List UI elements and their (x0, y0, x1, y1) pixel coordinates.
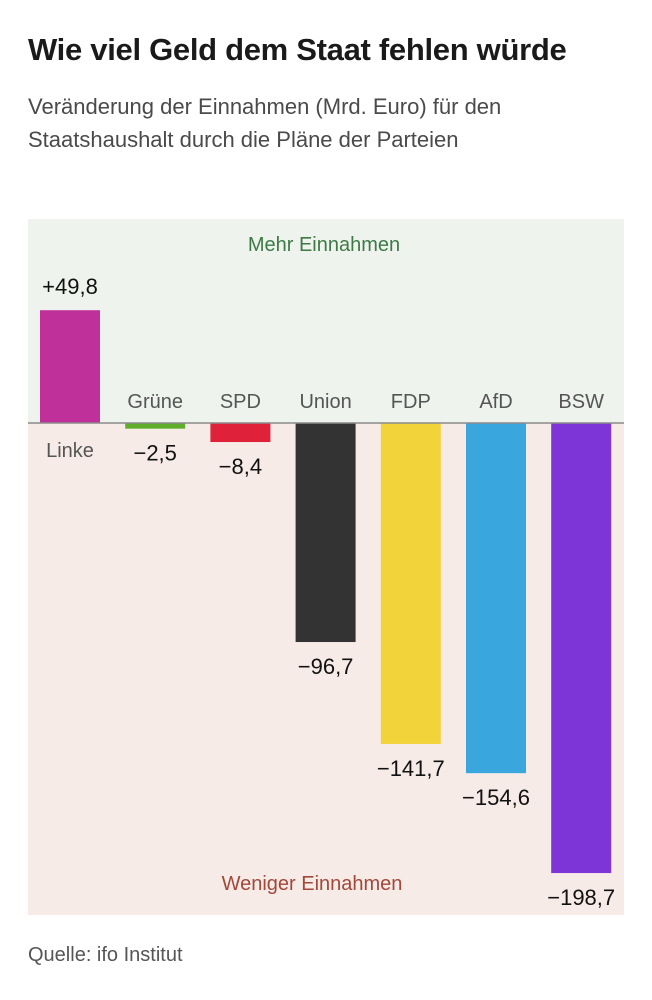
bar-gruene (125, 423, 186, 429)
bar-chart: Mehr Einnahmen Weniger Einnahmen Linke +4… (28, 219, 624, 915)
positive-zone-label: Mehr Einnahmen (248, 234, 400, 256)
category-label-afd: AfD (479, 391, 512, 413)
chart-subtitle: Veränderung der Einnahmen (Mrd. Euro) fü… (28, 94, 502, 152)
category-label-union: Union (299, 391, 351, 413)
value-label-bsw: −198,7 (547, 885, 615, 910)
positive-zone-background (28, 219, 624, 423)
chart-title: Wie viel Geld dem Staat fehlen würde (28, 32, 567, 67)
category-label-bsw: BSW (558, 391, 604, 413)
source-note: Quelle: ifo Institut (28, 944, 183, 966)
value-label-spd: −8,4 (219, 454, 262, 479)
bar-bsw (551, 423, 612, 874)
value-label-linke: +49,8 (42, 274, 98, 299)
bar-linke (40, 310, 100, 423)
category-label-fdp: FDP (391, 391, 431, 413)
category-label-gruene: Grüne (127, 391, 183, 413)
bar-spd (210, 423, 271, 443)
bars-group: Linke +49,8 Grüne −2,5 SPD −8,4 Union −96,7 FDP −… (40, 274, 615, 910)
value-label-gruene: −2,5 (133, 441, 176, 466)
value-label-fdp: −141,7 (377, 756, 445, 781)
value-label-afd: −154,6 (462, 785, 530, 810)
bar-afd (466, 423, 526, 774)
value-label-union: −96,7 (298, 654, 354, 679)
bar-union (295, 423, 356, 643)
category-label-spd: SPD (220, 391, 261, 413)
category-label-linke: Linke (46, 440, 94, 462)
negative-zone-label: Weniger Einnahmen (222, 873, 403, 895)
bar-fdp (380, 423, 441, 744)
